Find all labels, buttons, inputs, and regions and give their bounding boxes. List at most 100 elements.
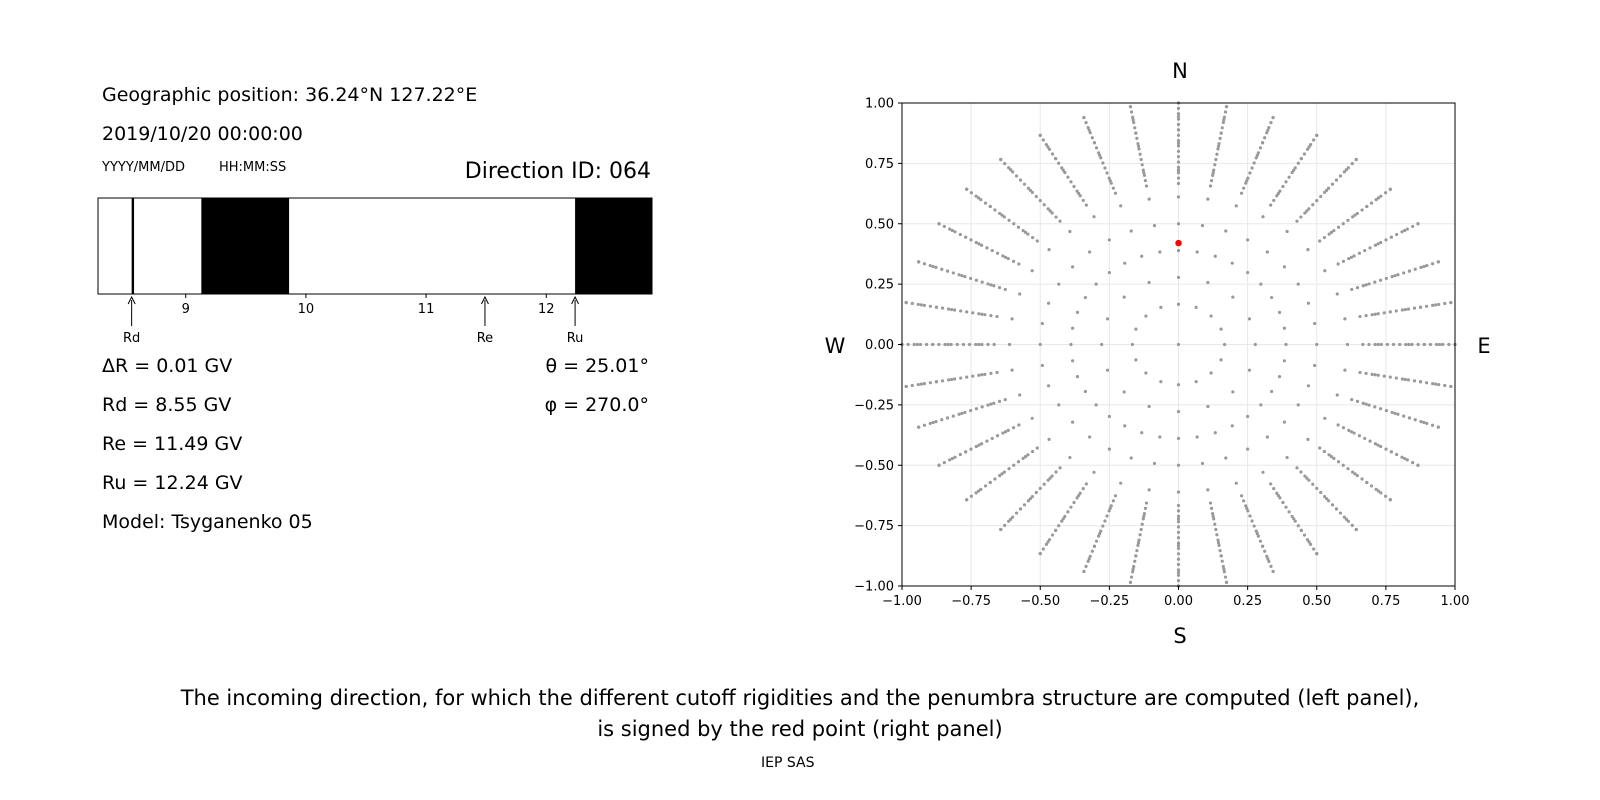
direction-point [1311, 203, 1315, 207]
direction-point [960, 274, 964, 278]
direction-point [1305, 476, 1309, 480]
direction-point [1208, 184, 1213, 188]
direction-point [1437, 382, 1441, 387]
direction-point [1003, 287, 1007, 292]
direction-point [969, 408, 973, 413]
direction-point [976, 489, 981, 493]
direction-point [1363, 436, 1367, 441]
direction-point [977, 373, 981, 377]
direction-point [1105, 514, 1109, 518]
direction-point [1382, 374, 1386, 378]
direction-point [1230, 424, 1234, 428]
direction-point [1213, 163, 1217, 167]
direction-point [965, 375, 969, 379]
direction-point [942, 460, 946, 465]
direction-point [1017, 423, 1021, 427]
direction-point [1296, 282, 1300, 286]
direction-point [1282, 326, 1286, 330]
direction-point [1194, 305, 1198, 309]
direction-point [1388, 375, 1392, 379]
direction-point [1078, 491, 1082, 495]
direction-point [1107, 509, 1111, 513]
direction-point [1176, 517, 1181, 521]
direction-point [1259, 403, 1263, 407]
direction-point [946, 307, 951, 311]
direction-point [1128, 580, 1133, 584]
direction-point [1152, 223, 1157, 228]
direction-point [1379, 342, 1383, 347]
direction-point [1176, 490, 1181, 494]
direction-point [1323, 269, 1327, 273]
direction-point [1133, 559, 1137, 563]
direction-point [1003, 523, 1007, 527]
direction-point [1266, 557, 1270, 561]
direction-point [1284, 342, 1288, 347]
direction-point [919, 382, 923, 386]
direction-point [916, 382, 920, 387]
direction-point [1357, 434, 1362, 438]
direction-point [1141, 517, 1145, 521]
direction-point [1030, 235, 1035, 240]
direction-point [1041, 138, 1045, 142]
direction-point [1044, 542, 1048, 546]
direction-point [1343, 368, 1347, 372]
direction-point [1269, 564, 1273, 568]
direction-point [1048, 209, 1052, 213]
direction-point [1265, 250, 1269, 254]
direction-point [1388, 310, 1392, 314]
direction-point [1370, 313, 1374, 317]
direction-point [977, 342, 981, 347]
direction-point [992, 342, 996, 347]
direction-point [1070, 265, 1075, 269]
direction-point [1176, 181, 1181, 186]
direction-point [1176, 138, 1181, 143]
direction-point [1295, 219, 1299, 223]
direction-point [1030, 269, 1034, 273]
direction-point [1271, 569, 1275, 574]
direction-point [1437, 302, 1441, 307]
direction-point [1351, 470, 1355, 474]
direction-point [1176, 248, 1181, 253]
direction-point [1206, 280, 1210, 285]
direction-point [910, 383, 914, 388]
direction-point [1022, 503, 1027, 507]
direction-point [1364, 402, 1368, 406]
direction-point [1176, 165, 1181, 169]
direction-point [937, 463, 941, 467]
direction-point [1246, 176, 1250, 180]
direction-point [1305, 209, 1309, 213]
direction-point [1319, 194, 1323, 199]
direction-point [1176, 570, 1181, 575]
direction-point [1265, 554, 1269, 558]
direction-point [1010, 317, 1014, 321]
direction-point [1434, 382, 1438, 386]
direction-point [1113, 191, 1118, 195]
direction-point [1070, 420, 1075, 424]
direction-point [1206, 404, 1210, 409]
direction-point [1135, 549, 1139, 553]
direction-point [1086, 559, 1090, 563]
direction-point [1018, 393, 1022, 397]
direction-point [1244, 504, 1248, 508]
direction-point [1030, 495, 1034, 499]
direction-point [1261, 470, 1265, 474]
direction-point [1309, 542, 1313, 546]
direction-point [1322, 235, 1327, 240]
direction-point [1223, 575, 1228, 579]
direction-point [1035, 239, 1039, 243]
direction-point [1374, 198, 1378, 202]
direction-point [1176, 176, 1181, 180]
direction-point [1044, 143, 1048, 147]
direction-point [1082, 115, 1086, 120]
direction-point [1363, 248, 1367, 253]
direction-point [1413, 267, 1417, 271]
direction-point [1003, 255, 1008, 259]
direction-point [1212, 517, 1216, 521]
direction-point [983, 484, 988, 488]
direction-point [1217, 142, 1221, 146]
direction-point [1376, 196, 1381, 200]
direction-point [1219, 358, 1223, 362]
time-format-label: HH:MM:SS [219, 160, 287, 175]
direction-point [1047, 147, 1052, 151]
direction-point [1061, 517, 1065, 521]
